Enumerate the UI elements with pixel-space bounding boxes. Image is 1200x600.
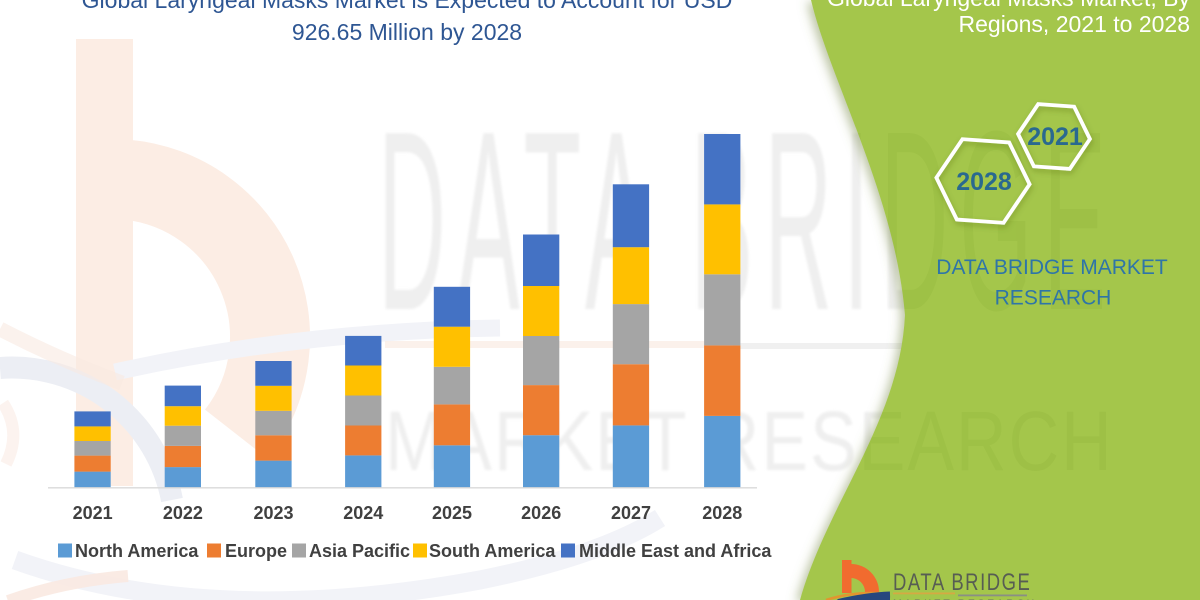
svg-text:Global Laryngeal Masks Market,: Global Laryngeal Masks Market, By bbox=[827, 0, 1191, 11]
svg-text:2022: 2022 bbox=[163, 503, 203, 523]
svg-text:Middle East and Africa: Middle East and Africa bbox=[579, 541, 772, 561]
svg-text:RESEARCH: RESEARCH bbox=[995, 287, 1112, 310]
svg-text:2027: 2027 bbox=[611, 503, 651, 523]
svg-text:2021: 2021 bbox=[73, 503, 113, 523]
svg-text:2028: 2028 bbox=[956, 168, 1012, 196]
svg-text:Asia Pacific: Asia Pacific bbox=[309, 541, 410, 561]
svg-text:926.65 Million by 2028: 926.65 Million by 2028 bbox=[292, 19, 522, 45]
svg-text:2021: 2021 bbox=[1027, 123, 1083, 151]
svg-text:DATA BRIDGE: DATA BRIDGE bbox=[893, 569, 1031, 596]
svg-text:2026: 2026 bbox=[521, 503, 561, 523]
svg-text:Regions, 2021 to 2028: Regions, 2021 to 2028 bbox=[959, 11, 1190, 37]
svg-text:2024: 2024 bbox=[343, 503, 383, 523]
svg-text:2023: 2023 bbox=[253, 503, 293, 523]
svg-text:Global Laryngeal Masks Market: Global Laryngeal Masks Market is Expecte… bbox=[82, 0, 733, 13]
svg-text:MARKET RESEARCH: MARKET RESEARCH bbox=[893, 598, 1037, 600]
svg-text:2028: 2028 bbox=[702, 503, 742, 523]
svg-text:DATA BRIDGE MARKET: DATA BRIDGE MARKET bbox=[936, 256, 1168, 279]
svg-text:Europe: Europe bbox=[225, 541, 287, 561]
svg-text:South America: South America bbox=[429, 541, 556, 561]
svg-text:North America: North America bbox=[75, 541, 199, 561]
svg-text:2025: 2025 bbox=[432, 503, 472, 523]
